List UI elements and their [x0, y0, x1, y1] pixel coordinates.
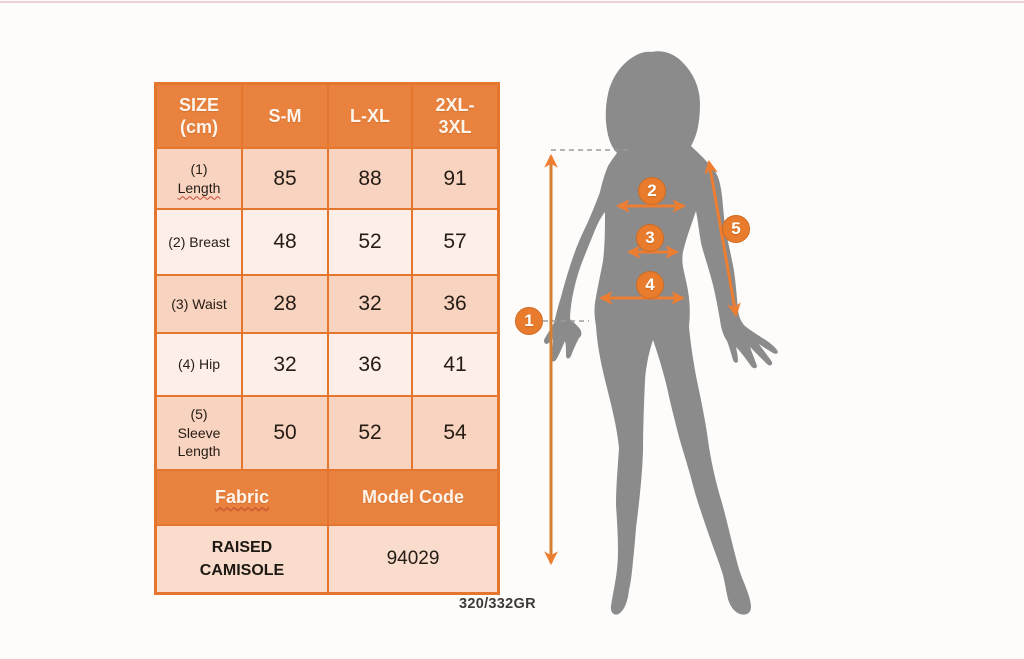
value-length-2xl-3xl: 91 [413, 149, 497, 208]
size-chart-table: SIZE (cm) S-M L-XL 2XL- 3XL (1) Length 8… [154, 82, 500, 595]
row-label-line: (5) [190, 405, 208, 422]
sleeve-measure-arrow [704, 159, 741, 318]
row-label-hip: (4) Hip [157, 334, 241, 395]
value-waist-l-xl: 32 [329, 276, 411, 332]
model-code-value: 94029 [329, 526, 497, 592]
model-code-header: Model Code [329, 471, 497, 524]
top-border-line [0, 1, 1024, 3]
value-waist-2xl-3xl: 36 [413, 276, 497, 332]
row-label-line: Sleeve [177, 424, 221, 441]
value-length-l-xl: 88 [329, 149, 411, 208]
value-sleeve-l-xl: 52 [329, 397, 411, 469]
measure-badge-waist: 3 [636, 224, 664, 252]
measure-badge-sleeve-length: 5 [722, 215, 750, 243]
value-length-s-m: 85 [243, 149, 327, 208]
column-header-s-m: S-M [243, 85, 327, 147]
row-label-line: Length [177, 179, 221, 196]
value-sleeve-2xl-3xl: 54 [413, 397, 497, 469]
column-header-l-xl: L-XL [329, 85, 411, 147]
row-label-line: Length [177, 443, 221, 460]
value-hip-s-m: 32 [243, 334, 327, 395]
column-header-size-cm: SIZE (cm) [157, 85, 241, 147]
value-breast-l-xl: 52 [329, 210, 411, 274]
value-hip-2xl-3xl: 41 [413, 334, 497, 395]
row-label-waist: (3) Waist [157, 276, 241, 332]
row-label-breast: (2) Breast [157, 210, 241, 274]
fabric-weight-note: 320/332GR [459, 596, 536, 612]
row-label-line: (2) Breast [168, 233, 230, 250]
column-header-2xl-3xl: 2XL- 3XL [413, 85, 497, 147]
mannequin-diagram [543, 51, 778, 615]
value-sleeve-s-m: 50 [243, 397, 327, 469]
fabric-header-label: Fabric [214, 487, 270, 508]
row-label-line: (4) Hip [177, 356, 220, 373]
measure-badge-hip: 4 [636, 271, 664, 299]
woman-silhouette [543, 51, 778, 615]
value-hip-l-xl: 36 [329, 334, 411, 395]
row-label-line: (3) Waist [171, 295, 227, 312]
row-label-length: (1) Length [157, 149, 241, 208]
fabric-value: RAISED CAMISOLE [157, 526, 327, 592]
measure-badge-length: 1 [515, 307, 543, 335]
fabric-header: Fabric [157, 471, 327, 524]
value-waist-s-m: 28 [243, 276, 327, 332]
value-breast-s-m: 48 [243, 210, 327, 274]
row-label-line: (1) [190, 160, 208, 177]
measure-badge-breast: 2 [638, 177, 666, 205]
value-breast-2xl-3xl: 57 [413, 210, 497, 274]
row-label-sleeve-length: (5) Sleeve Length [157, 397, 241, 469]
